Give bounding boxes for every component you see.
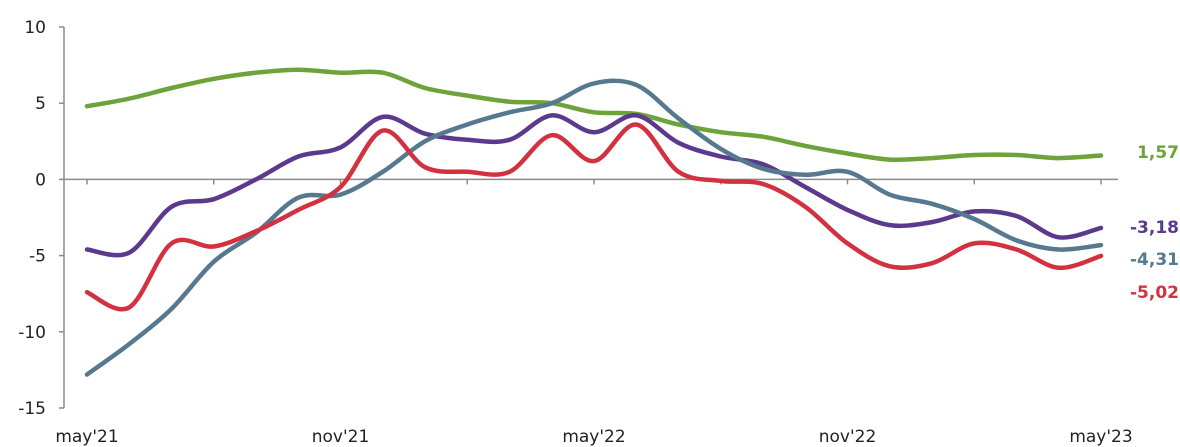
end-labels: 1,57 -3,18 -4,31 -5,02 xyxy=(1130,143,1179,303)
series-line xyxy=(87,115,1101,255)
axes: 10 5 0 -5 -10 -15 may'21 nov'21 may'22 nov'22 may'… xyxy=(18,18,1132,447)
x-tick-label: may'22 xyxy=(562,427,625,447)
x-tick-label: may'23 xyxy=(1069,427,1132,447)
y-tick-label: 0 xyxy=(35,170,46,190)
series-end-label: -4,31 xyxy=(1130,250,1179,270)
y-tick-label: -15 xyxy=(18,399,46,419)
y-tick-label: -10 xyxy=(18,323,46,343)
series-end-label: -5,02 xyxy=(1130,283,1179,303)
series-layer xyxy=(87,70,1101,375)
y-tick-label: 10 xyxy=(24,18,46,38)
x-tick-label: nov'22 xyxy=(819,427,877,447)
series-end-label: -3,18 xyxy=(1130,218,1179,238)
series-line xyxy=(87,81,1101,375)
series-end-label: 1,57 xyxy=(1137,143,1179,163)
x-tick-label: may'21 xyxy=(55,427,118,447)
y-tick-label: 5 xyxy=(35,94,46,114)
x-tick-label: nov'21 xyxy=(312,427,370,447)
y-tick-label: -5 xyxy=(29,247,46,267)
